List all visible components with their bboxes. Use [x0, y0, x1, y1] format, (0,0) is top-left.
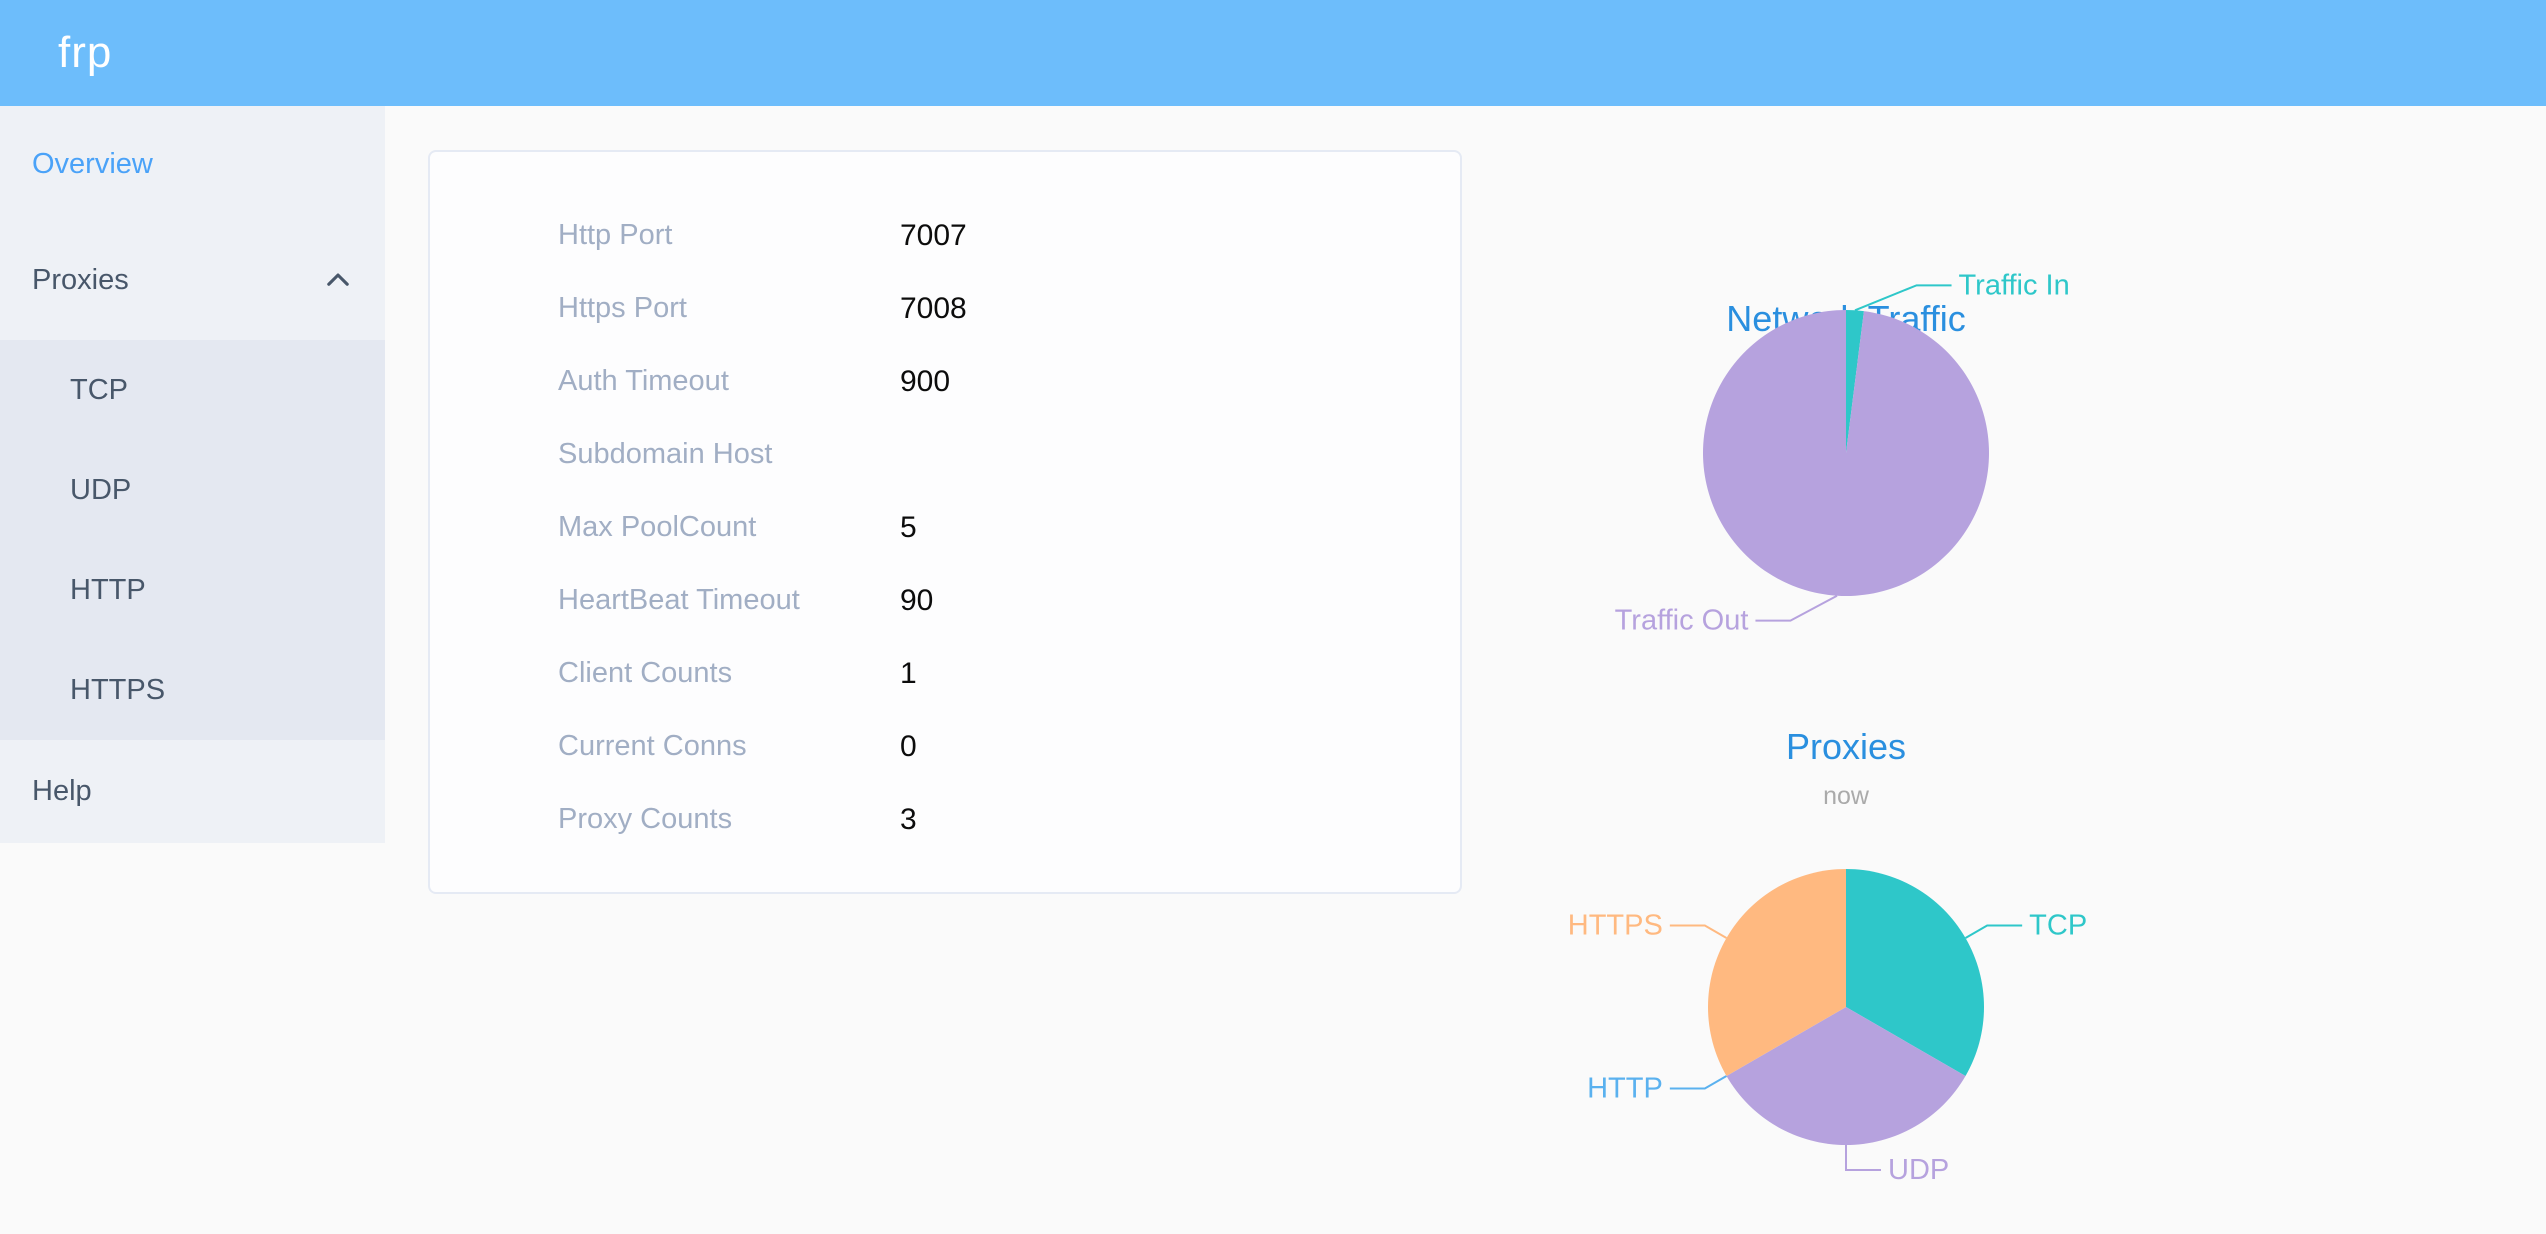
sidebar: Overview Proxies TCP UDP HTTP HTTPS Help	[0, 106, 385, 843]
pie-plot: TCP UDP HTTP HTTPS	[1568, 869, 2087, 1186]
pie-label-udp: UDP	[1888, 1154, 1949, 1186]
info-row-client-counts: Client Counts 1	[430, 637, 1460, 710]
info-label: Current Conns	[558, 730, 747, 762]
pie-label-line-udp	[1845, 1145, 1881, 1171]
info-label: Subdomain Host	[558, 438, 773, 470]
info-value: 90	[900, 583, 934, 617]
proxies-chart: Proxies now TCP UDP HTTP HTTPS	[1496, 700, 2196, 1234]
pie-label-line-http	[1669, 1075, 1727, 1090]
sidebar-item-https-label: HTTPS	[70, 673, 166, 706]
info-label: Auth Timeout	[558, 365, 729, 397]
pie-label-line-tcp	[1965, 924, 2023, 939]
sidebar-item-help-label: Help	[32, 775, 92, 807]
sidebar-item-help[interactable]: Help	[0, 740, 385, 843]
info-row-http-port: Http Port 7007	[430, 199, 1460, 272]
sidebar-item-tcp[interactable]: TCP	[0, 340, 385, 440]
info-label: Proxy Counts	[558, 803, 733, 835]
info-value: 5	[900, 510, 917, 544]
pie-label-https: HTTPS	[1568, 910, 1663, 942]
pie-slice-tcp[interactable]	[1846, 869, 1984, 1076]
info-label: Client Counts	[558, 657, 733, 689]
app-header: frp	[0, 0, 2546, 106]
sidebar-item-tcp-label: TCP	[70, 373, 128, 406]
info-label: Max PoolCount	[558, 511, 757, 543]
chevron-up-icon	[327, 273, 349, 286]
info-row-https-port: Https Port 7008	[430, 272, 1460, 345]
sidebar-submenu-proxies: TCP UDP HTTP HTTPS	[0, 340, 385, 740]
sidebar-item-overview[interactable]: Overview	[0, 106, 385, 222]
pie-label-tcp: TCP	[2029, 910, 2087, 942]
info-value: 0	[900, 729, 917, 763]
info-row-current-conns: Current Conns 0	[430, 710, 1460, 783]
sidebar-item-http[interactable]: HTTP	[0, 540, 385, 640]
pie-slice-traffic-in[interactable]	[1846, 310, 1864, 453]
chart-subtitle: now	[1823, 782, 1869, 810]
pie-label-line-https	[1669, 924, 1727, 939]
sidebar-item-https[interactable]: HTTPS	[0, 640, 385, 740]
sidebar-item-udp[interactable]: UDP	[0, 440, 385, 540]
network-traffic-chart: Network Traffic today Traffic InTraffic …	[1496, 140, 2196, 700]
pie-slice-udp[interactable]	[1726, 1007, 1966, 1145]
info-row-max-poolcount: Max PoolCount 5	[430, 491, 1460, 564]
sidebar-item-http-label: HTTP	[70, 573, 146, 606]
info-value: 7007	[900, 218, 967, 252]
info-label: Http Port	[558, 219, 673, 251]
sidebar-item-overview-label: Overview	[32, 147, 153, 180]
pie-label-line-traffic-in	[1854, 284, 1952, 312]
sidebar-item-udp-label: UDP	[70, 473, 132, 506]
info-value: 900	[900, 364, 951, 398]
info-value: 7008	[900, 291, 967, 325]
pie-label-line-traffic-out	[1755, 594, 1838, 622]
pie-label-http: HTTP	[1587, 1073, 1663, 1105]
pie-label-traffic-in: Traffic In	[1959, 269, 2070, 301]
info-row-heartbeat-timeout: HeartBeat Timeout 90	[430, 564, 1460, 637]
server-info-card: Http Port 7007 Https Port 7008 Auth Time…	[428, 150, 1462, 894]
app-logo: frp	[58, 28, 113, 77]
chart-title: Proxies	[1785, 726, 1907, 767]
info-value: 3	[900, 802, 917, 836]
info-label: Https Port	[558, 292, 687, 324]
sidebar-item-proxies-label: Proxies	[32, 263, 129, 296]
pie-label-traffic-out: Traffic Out	[1615, 605, 1749, 637]
info-row-proxy-counts: Proxy Counts 3	[430, 783, 1460, 856]
pie-slice-https[interactable]	[1708, 869, 1846, 1076]
info-label: HeartBeat Timeout	[558, 584, 800, 616]
pie-slice-traffic-out[interactable]	[1703, 310, 1990, 596]
pie-plot: Traffic In Traffic Out	[1615, 269, 2070, 637]
info-row-auth-timeout: Auth Timeout 900	[430, 345, 1460, 418]
info-value: 1	[900, 656, 917, 690]
info-row-subdomain-host: Subdomain Host	[430, 418, 1460, 491]
sidebar-item-proxies[interactable]: Proxies	[0, 222, 385, 338]
